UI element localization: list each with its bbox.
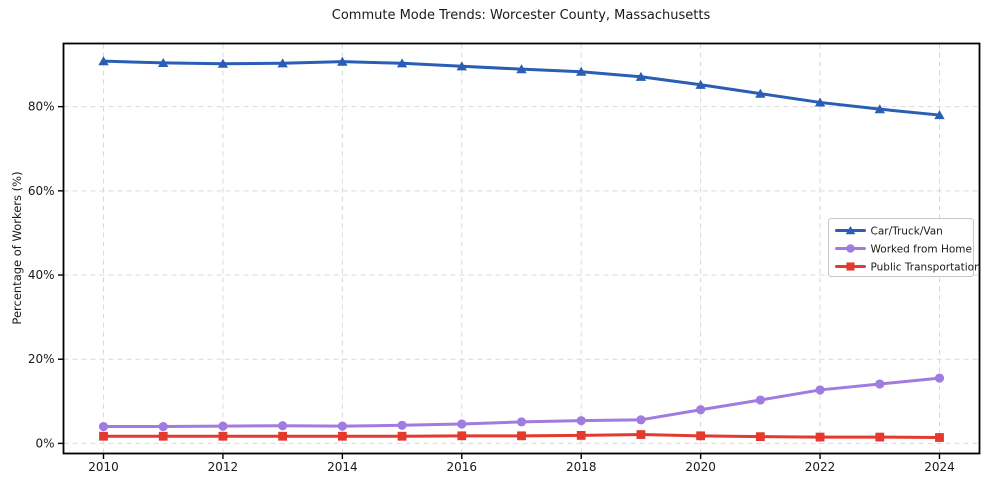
legend-item-car-truck-van: Car/Truck/Van — [835, 225, 943, 237]
legend-item-public-transportation: Public Transportation — [835, 261, 981, 273]
chart-title: Commute Mode Trends: Worcester County, M… — [331, 8, 711, 23]
x-tick-label: 2016 — [447, 460, 478, 474]
y-axis: 0% 20% 40% 60% 80% — [28, 100, 64, 450]
legend-label: Car/Truck/Van — [871, 225, 943, 237]
series-public-transportation — [99, 430, 944, 442]
y-tick-label: 0% — [35, 436, 54, 450]
x-tick-label: 2010 — [88, 460, 119, 474]
x-tick-label: 2018 — [566, 460, 597, 474]
series-worked-from-home — [98, 373, 945, 432]
x-tick-label: 2020 — [685, 460, 716, 474]
x-tick-label: 2014 — [327, 460, 358, 474]
legend-item-worked-from-home: Worked from Home — [835, 243, 972, 255]
legend-label: Worked from Home — [871, 243, 972, 255]
y-tick-label: 60% — [28, 184, 55, 198]
x-tick-label: 2012 — [208, 460, 239, 474]
series-car-truck-van — [98, 56, 945, 120]
legend: Car/Truck/Van Worked from Home Public Tran… — [828, 218, 981, 277]
x-tick-label: 2022 — [805, 460, 836, 474]
y-tick-label: 80% — [28, 100, 55, 114]
legend-label: Public Transportation — [871, 261, 981, 273]
y-tick-label: 20% — [28, 352, 55, 366]
plot-frame — [62, 42, 981, 455]
y-tick-label: 40% — [28, 268, 55, 282]
x-tick-label: 2024 — [924, 460, 955, 474]
x-axis: 2010 2012 2014 2016 2018 2020 2022 2024 — [88, 453, 955, 474]
